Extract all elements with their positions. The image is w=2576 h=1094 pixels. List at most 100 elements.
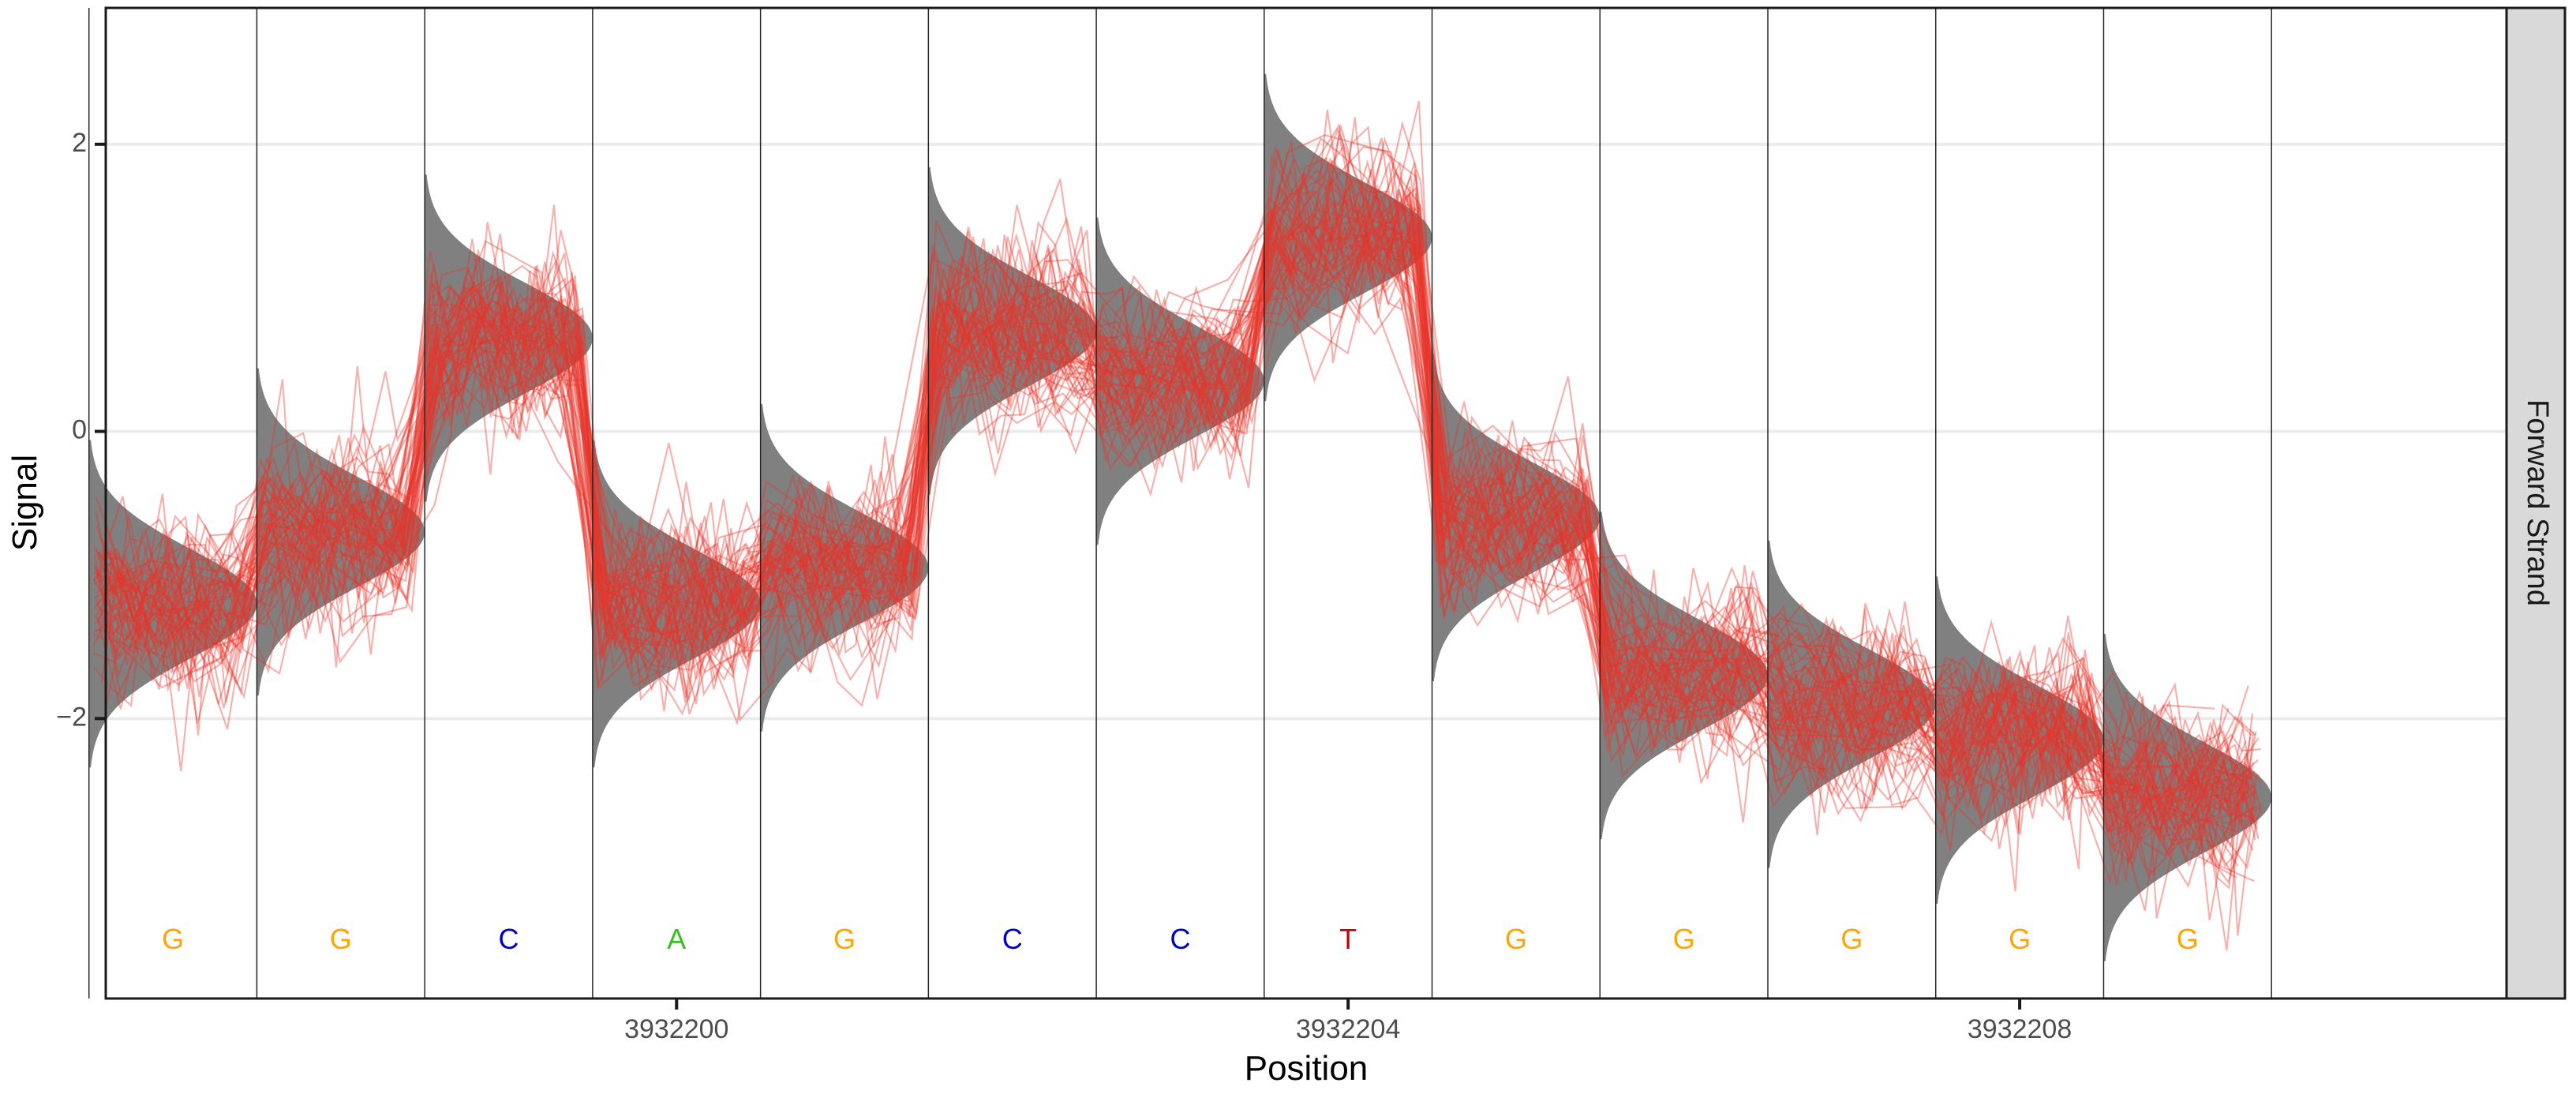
x-tick-label: 3932208 bbox=[1968, 1014, 2072, 1044]
base-label-3932200: A bbox=[667, 923, 686, 955]
base-label-3932198: G bbox=[330, 923, 352, 955]
signal-trace bbox=[93, 227, 2263, 950]
signal-trace bbox=[111, 250, 2247, 830]
base-label-3932201: G bbox=[833, 923, 856, 955]
base-label-3932205: G bbox=[1505, 923, 1527, 955]
signal-trace bbox=[105, 168, 2262, 860]
signal-trace bbox=[95, 187, 2239, 867]
signal-trace bbox=[99, 217, 2252, 862]
signal-trace bbox=[103, 238, 2253, 824]
signal-trace bbox=[112, 133, 2235, 804]
signal-trace bbox=[103, 199, 2260, 890]
signal-trace bbox=[104, 152, 2252, 849]
y-tick-label: 0 bbox=[72, 415, 87, 445]
signal-trace bbox=[94, 189, 2245, 869]
model-distribution-3932208 bbox=[1935, 576, 2104, 904]
signal-trace bbox=[98, 144, 2249, 799]
base-label-3932199: C bbox=[499, 923, 519, 955]
signal-trace bbox=[109, 123, 2246, 836]
signal-trace bbox=[102, 134, 2231, 810]
base-label-3932202: C bbox=[1002, 923, 1023, 955]
signal-trace bbox=[94, 166, 2237, 843]
signal-trace bbox=[97, 157, 2258, 936]
signal-trace bbox=[93, 109, 2252, 885]
signal-trace bbox=[95, 145, 2257, 855]
facet-strip bbox=[2505, 6, 2567, 1000]
y-tick-label: 2 bbox=[72, 128, 87, 158]
model-distribution-3932197 bbox=[88, 440, 257, 768]
signal-trace bbox=[92, 173, 2253, 797]
signal-trace bbox=[95, 189, 2248, 837]
model-distribution-3932205 bbox=[1432, 354, 1601, 682]
signal-trace bbox=[105, 136, 2256, 817]
y-axis: −2 0 2 bbox=[56, 128, 106, 732]
signal-trace bbox=[95, 177, 2259, 875]
signal-trace bbox=[98, 212, 2230, 851]
signal-trace bbox=[97, 226, 2260, 834]
x-tick-label: 3932204 bbox=[1296, 1014, 1400, 1044]
signal-trace bbox=[100, 260, 2259, 868]
signal-trace bbox=[93, 224, 2262, 870]
signal-trace bbox=[93, 197, 2215, 814]
base-label-3932208: G bbox=[2009, 923, 2031, 955]
x-axis: 3932200 3932204 3932208 bbox=[624, 998, 2072, 1044]
signal-trace bbox=[94, 157, 2259, 835]
x-tick-label: 3932200 bbox=[624, 1014, 728, 1044]
model-distribution-3932199 bbox=[425, 174, 593, 502]
signal-trace bbox=[95, 203, 2256, 800]
signal-trace bbox=[95, 199, 2259, 851]
signal-trace bbox=[94, 221, 2239, 810]
model-distribution-3932206 bbox=[1600, 511, 1768, 840]
signal-trace bbox=[105, 205, 2255, 829]
signal-trace bbox=[108, 184, 2258, 853]
signal-trace bbox=[95, 217, 2253, 843]
model-distribution-3932202 bbox=[928, 167, 1097, 495]
base-dividers bbox=[88, 8, 2272, 998]
signal-trace bbox=[94, 182, 2237, 879]
model-distribution-3932209 bbox=[2103, 634, 2272, 961]
signal-trace bbox=[94, 117, 2244, 830]
base-label-3932206: G bbox=[1673, 923, 1695, 955]
signal-trace bbox=[93, 190, 2244, 819]
signal-trace bbox=[102, 100, 2252, 857]
signal-trace bbox=[93, 177, 2257, 842]
facet-strip-label: Forward Strand bbox=[2521, 399, 2554, 606]
x-axis-title: Position bbox=[1245, 1049, 1368, 1088]
signal-trace bbox=[103, 200, 2252, 835]
model-distribution-3932201 bbox=[760, 404, 929, 732]
signal-trace bbox=[103, 150, 2245, 855]
signal-trace bbox=[100, 170, 2257, 869]
signal-trace bbox=[94, 230, 2260, 879]
base-label-3932197: G bbox=[162, 923, 184, 955]
y-tick-label: −2 bbox=[56, 702, 87, 732]
model-distributions bbox=[88, 73, 2272, 961]
signal-trace bbox=[102, 137, 2237, 825]
model-distribution-3932204 bbox=[1264, 73, 1432, 402]
base-label-3932203: C bbox=[1170, 923, 1190, 955]
model-distribution-3932203 bbox=[1096, 217, 1264, 545]
signal-trace bbox=[92, 160, 2255, 882]
signal-trace bbox=[102, 120, 2244, 814]
signal-trace bbox=[93, 149, 2256, 920]
signal-trace bbox=[95, 223, 2254, 912]
signal-trace bbox=[93, 246, 2259, 867]
model-distribution-3932198 bbox=[256, 368, 425, 696]
signal-trace bbox=[92, 159, 2252, 803]
signal-trace bbox=[112, 180, 2254, 888]
y-axis-title: Signal bbox=[6, 455, 44, 551]
signal-trace bbox=[97, 186, 2257, 865]
signal-trace bbox=[95, 225, 2250, 823]
signal-traces bbox=[92, 100, 2263, 950]
base-label-3932204: T bbox=[1339, 923, 1357, 955]
signal-trace bbox=[97, 178, 2256, 816]
model-distribution-3932207 bbox=[1768, 540, 1936, 868]
signal-trace bbox=[103, 190, 2253, 864]
base-label-3932209: G bbox=[2177, 923, 2199, 955]
signal-trace bbox=[92, 169, 2255, 886]
model-distribution-3932200 bbox=[592, 440, 761, 768]
signal-trace bbox=[99, 178, 2261, 859]
signal-trace bbox=[103, 217, 2245, 848]
